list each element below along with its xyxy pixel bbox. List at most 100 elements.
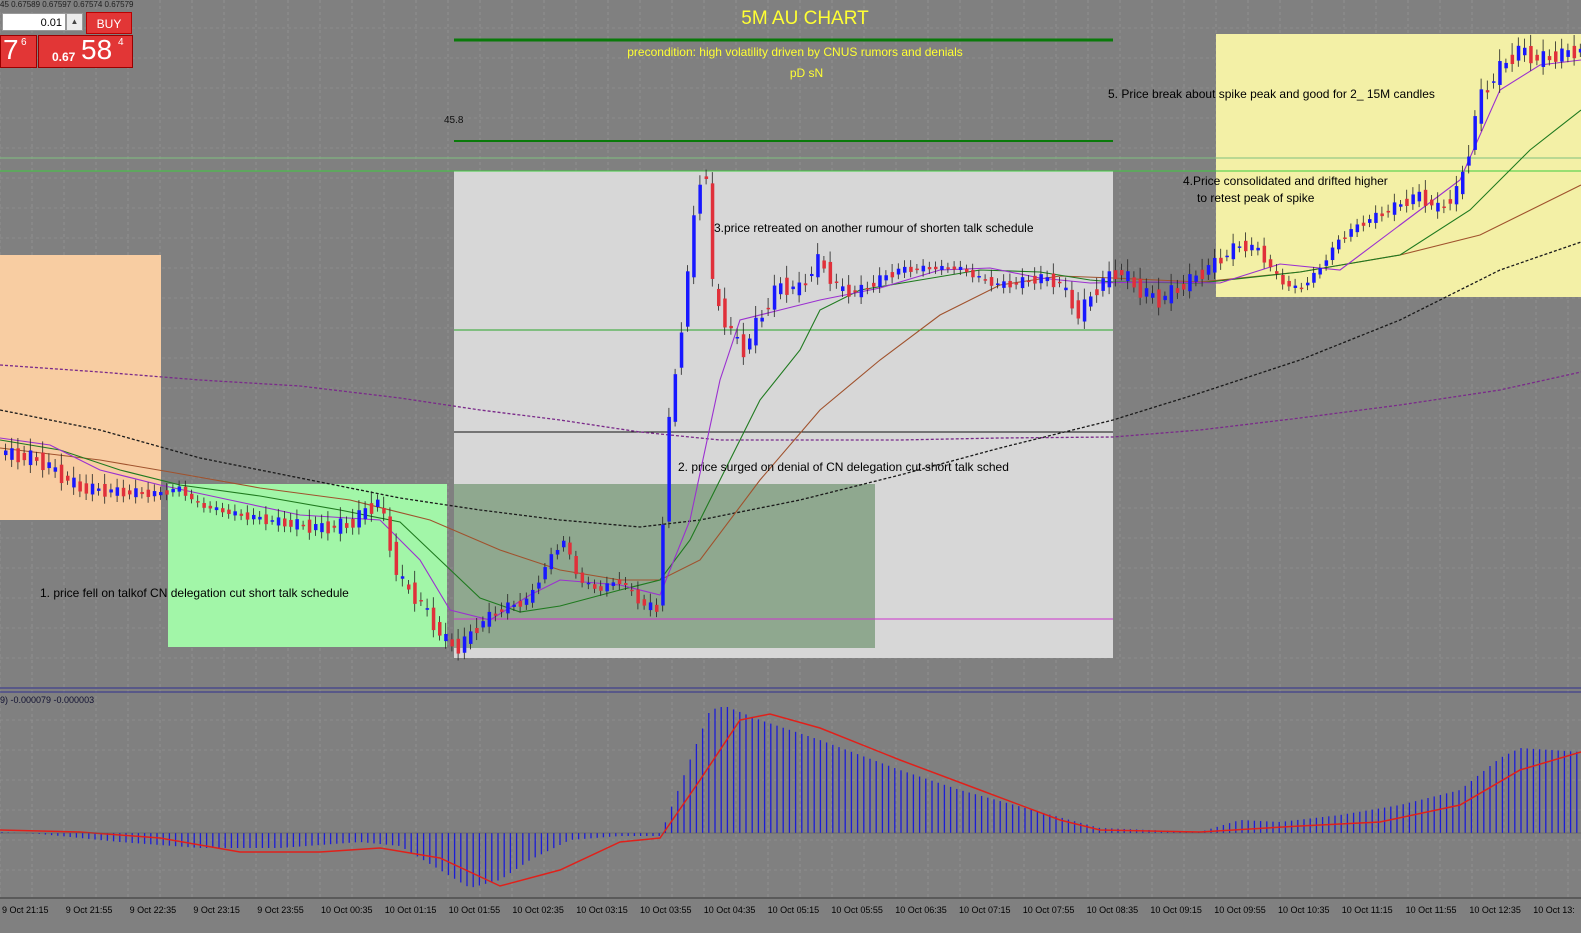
candle-body (617, 579, 622, 585)
candle-body (810, 273, 814, 277)
chart-title: 5M AU CHART (741, 8, 869, 29)
candle-body (214, 507, 219, 511)
time-label: 10 Oct 02:35 (512, 905, 564, 915)
zone-box-peach (0, 255, 161, 520)
candle-body (834, 281, 839, 284)
lot-size-input[interactable]: 0.01 (2, 13, 66, 31)
candle-body (146, 489, 151, 497)
candle-body (1318, 268, 1322, 275)
candle-body (233, 511, 237, 516)
candle-body (475, 627, 479, 634)
candle-body (90, 483, 95, 495)
one-click-trade-panel: 0.01 ▲ BUY 7 6 0.67 58 4 (0, 0, 134, 69)
candle-body (593, 584, 597, 589)
candle-body (537, 582, 541, 589)
candle-body (524, 598, 529, 605)
candle-body (1523, 47, 1527, 56)
candle-body (258, 516, 262, 520)
candle-body (363, 508, 368, 520)
candle-body (103, 483, 107, 497)
candle-body (686, 271, 690, 327)
candle-body (1008, 280, 1012, 288)
candle-body (1498, 61, 1502, 85)
candle-body (624, 582, 628, 586)
buy-price-big: 58 (81, 34, 113, 65)
candle-body (345, 523, 349, 528)
candle-body (196, 501, 200, 503)
candle-body (1058, 281, 1062, 284)
candle-body (791, 286, 795, 290)
candle-body (723, 298, 727, 328)
candle-body (921, 265, 926, 272)
candle-body (927, 267, 932, 270)
candle-body (1467, 156, 1471, 166)
candle-body (1306, 282, 1310, 286)
sell-price-button[interactable]: 7 6 (0, 34, 37, 68)
candle-body (338, 518, 343, 534)
time-label: 9 Oct 23:15 (193, 905, 240, 915)
candle-body (1144, 288, 1149, 297)
candle-body (307, 519, 312, 533)
candle-body (562, 540, 566, 548)
candle-body (283, 518, 287, 527)
buy-button[interactable]: BUY (86, 12, 132, 34)
candle-body (847, 284, 851, 297)
candle-body (1374, 212, 1378, 223)
buy-price-sup: 4 (118, 37, 124, 48)
candle-body (450, 639, 454, 647)
candle-body (1281, 274, 1285, 285)
candle-body (958, 266, 963, 270)
candle-body (760, 317, 764, 322)
candle-body (270, 520, 275, 522)
time-label: 10 Oct 06:35 (895, 905, 947, 915)
candle-body (710, 183, 715, 279)
candle-body (741, 334, 746, 358)
candlesticks (4, 34, 1581, 661)
candle-body (1330, 247, 1335, 261)
ma-black-dotted (0, 241, 1581, 528)
candle-body (884, 275, 888, 281)
candle-body (1529, 45, 1533, 64)
candle-body (72, 477, 76, 488)
quote-readout: 45 0.67589 0.67597 0.67574 0.67579 (0, 0, 134, 9)
candle-body (28, 450, 33, 466)
sub-note: pD sN (789, 66, 824, 80)
candle-body (1355, 224, 1360, 233)
time-label: 10 Oct 11:15 (1341, 905, 1393, 915)
candle-body (729, 325, 733, 329)
buy-price-button[interactable]: 0.67 58 4 (38, 34, 133, 68)
time-label: 10 Oct 03:15 (576, 905, 628, 915)
candle-body (276, 517, 281, 526)
time-label: 10 Oct 09:15 (1150, 905, 1202, 915)
buy-price-small: 0.67 (52, 50, 76, 64)
candle-body (1448, 199, 1453, 204)
spin-up-icon[interactable]: ▲ (66, 13, 83, 31)
sell-price-sup: 6 (21, 37, 27, 48)
candle-body (1399, 204, 1403, 207)
sell-price-big: 7 (3, 34, 19, 65)
candle-body (1095, 289, 1099, 296)
candle-body (1423, 189, 1428, 206)
candle-body (803, 283, 808, 286)
candle-body (1194, 275, 1198, 282)
candle-body (438, 622, 442, 636)
candle-body (996, 283, 1000, 285)
candle-body (1516, 45, 1521, 61)
candle-body (1572, 45, 1577, 59)
time-label: 10 Oct 01:15 (384, 905, 437, 915)
candle-body (295, 519, 299, 530)
candle-body (456, 638, 461, 654)
annotation-4-cont: to retest peak of spike (1197, 191, 1315, 205)
candle-body (1560, 48, 1564, 62)
candle-body (1244, 240, 1248, 252)
candle-body (1045, 277, 1050, 282)
candle-body (717, 288, 721, 307)
annotation-1: 1. price fell on talkof CN delegation cu… (40, 586, 349, 600)
time-label: 10 Oct 12:35 (1469, 905, 1521, 915)
time-label: 10 Oct 05:15 (767, 905, 820, 915)
candle-body (1262, 245, 1267, 263)
candle-body (859, 284, 864, 298)
candle-body (1033, 275, 1037, 284)
